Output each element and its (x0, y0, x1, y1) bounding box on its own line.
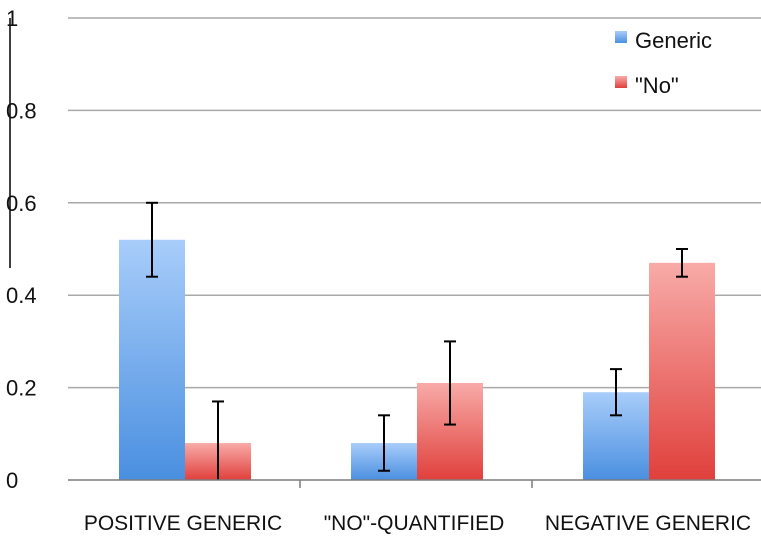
bars-layer (119, 239, 715, 480)
x-category-label: "NO"-QUANTIFIED (324, 512, 505, 534)
bar-generic-0 (119, 239, 185, 480)
x-category-label: POSITIVE GENERIC (84, 512, 282, 534)
error-bar-no-0 (212, 400, 224, 480)
y-tick-label: 1 (6, 6, 18, 31)
y-tick-label: 0 (6, 468, 18, 493)
legend-swatch (615, 76, 627, 88)
y-tick-label: 0.6 (6, 191, 37, 216)
y-tick-label: 0.2 (6, 376, 37, 401)
bar-no-2 (649, 262, 715, 480)
error-bar-generic-2 (610, 368, 622, 417)
legend-label: Generic (635, 28, 712, 53)
error-bar-generic-1 (378, 414, 390, 472)
y-tick-label: 0.4 (6, 283, 37, 308)
legend-item-no: "No" (615, 73, 679, 98)
y-tick-label: 0.8 (6, 98, 37, 123)
legend-item-generic: Generic (615, 28, 712, 53)
axis-layer: 0 0.2 0.4 0.6 0.8 1 POSITIVE GENERIC "NO"-QUANT… (6, 6, 761, 535)
error-bar-generic-0 (146, 201, 158, 278)
legend-swatch (615, 31, 627, 43)
legend-label: "No" (635, 73, 679, 98)
error-bars-layer (146, 201, 688, 480)
error-bar-no-2 (676, 248, 688, 278)
x-category-label: NEGATIVE GENERIC (545, 512, 751, 534)
error-bar-no-1 (444, 340, 456, 426)
legend: Generic "No" (615, 28, 712, 98)
